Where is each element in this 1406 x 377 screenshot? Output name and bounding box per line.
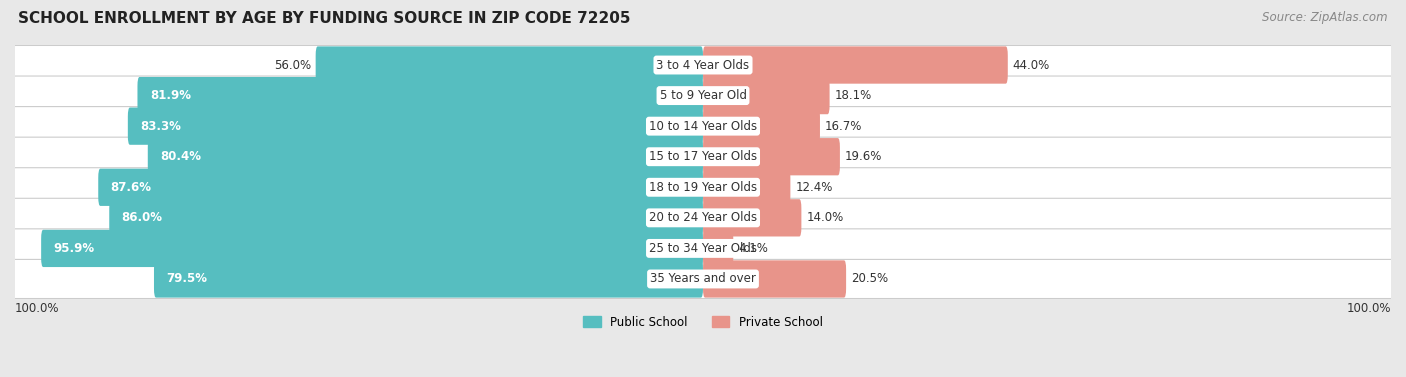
FancyBboxPatch shape: [703, 107, 820, 145]
Text: 87.6%: 87.6%: [111, 181, 152, 194]
Text: 10 to 14 Year Olds: 10 to 14 Year Olds: [650, 120, 756, 133]
Text: 18 to 19 Year Olds: 18 to 19 Year Olds: [650, 181, 756, 194]
FancyBboxPatch shape: [138, 77, 703, 114]
Text: 3 to 4 Year Olds: 3 to 4 Year Olds: [657, 58, 749, 72]
Text: 83.3%: 83.3%: [141, 120, 181, 133]
FancyBboxPatch shape: [703, 230, 734, 267]
FancyBboxPatch shape: [703, 169, 790, 206]
FancyBboxPatch shape: [316, 46, 703, 84]
Text: 25 to 34 Year Olds: 25 to 34 Year Olds: [650, 242, 756, 255]
FancyBboxPatch shape: [128, 107, 703, 145]
FancyBboxPatch shape: [41, 230, 703, 267]
FancyBboxPatch shape: [13, 198, 1393, 238]
Text: 18.1%: 18.1%: [834, 89, 872, 102]
Text: 20 to 24 Year Olds: 20 to 24 Year Olds: [650, 211, 756, 224]
Text: 20.5%: 20.5%: [851, 273, 889, 285]
FancyBboxPatch shape: [13, 229, 1393, 268]
FancyBboxPatch shape: [13, 107, 1393, 146]
FancyBboxPatch shape: [703, 199, 801, 236]
Text: 86.0%: 86.0%: [122, 211, 163, 224]
FancyBboxPatch shape: [13, 46, 1393, 84]
FancyBboxPatch shape: [13, 259, 1393, 299]
Text: 19.6%: 19.6%: [845, 150, 882, 163]
FancyBboxPatch shape: [703, 261, 846, 297]
Text: 35 Years and over: 35 Years and over: [650, 273, 756, 285]
Text: 81.9%: 81.9%: [150, 89, 191, 102]
Text: 79.5%: 79.5%: [166, 273, 207, 285]
Text: 14.0%: 14.0%: [806, 211, 844, 224]
Text: Source: ZipAtlas.com: Source: ZipAtlas.com: [1263, 11, 1388, 24]
FancyBboxPatch shape: [110, 199, 703, 236]
Text: 12.4%: 12.4%: [796, 181, 832, 194]
Text: 100.0%: 100.0%: [15, 302, 59, 314]
Text: 56.0%: 56.0%: [274, 58, 311, 72]
Text: 100.0%: 100.0%: [1347, 302, 1391, 314]
FancyBboxPatch shape: [703, 46, 1008, 84]
FancyBboxPatch shape: [13, 137, 1393, 176]
FancyBboxPatch shape: [98, 169, 703, 206]
FancyBboxPatch shape: [703, 138, 839, 175]
Text: 16.7%: 16.7%: [825, 120, 862, 133]
Text: 95.9%: 95.9%: [53, 242, 94, 255]
Text: 44.0%: 44.0%: [1012, 58, 1050, 72]
Text: 4.1%: 4.1%: [738, 242, 768, 255]
Legend: Public School, Private School: Public School, Private School: [579, 311, 827, 334]
FancyBboxPatch shape: [13, 168, 1393, 207]
Text: 80.4%: 80.4%: [160, 150, 201, 163]
FancyBboxPatch shape: [13, 76, 1393, 115]
Text: SCHOOL ENROLLMENT BY AGE BY FUNDING SOURCE IN ZIP CODE 72205: SCHOOL ENROLLMENT BY AGE BY FUNDING SOUR…: [18, 11, 631, 26]
FancyBboxPatch shape: [703, 77, 830, 114]
Text: 15 to 17 Year Olds: 15 to 17 Year Olds: [650, 150, 756, 163]
FancyBboxPatch shape: [148, 138, 703, 175]
FancyBboxPatch shape: [155, 261, 703, 297]
Text: 5 to 9 Year Old: 5 to 9 Year Old: [659, 89, 747, 102]
